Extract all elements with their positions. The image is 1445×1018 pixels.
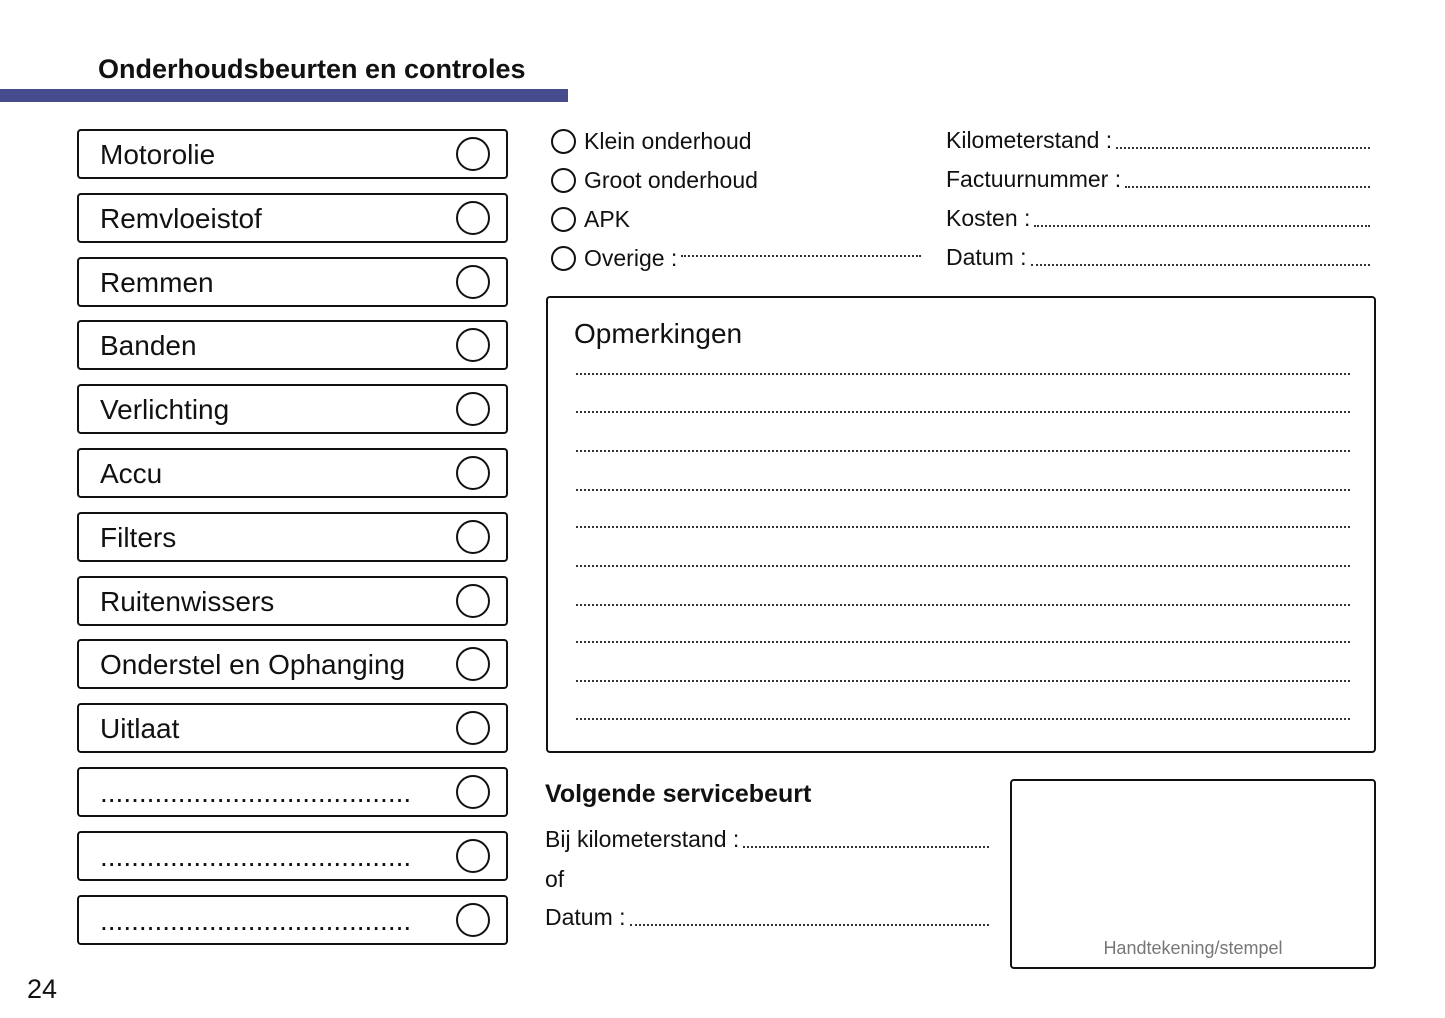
service-field[interactable]: Factuurnummer : [946, 166, 1370, 193]
checklist-label: Remmen [100, 266, 214, 298]
or-label: of [545, 866, 565, 892]
checkbox-circle-icon[interactable] [456, 456, 490, 490]
signature-stamp-box[interactable]: Handtekening/stempel [1010, 779, 1376, 969]
checklist-label: Verlichting [100, 394, 230, 426]
remarks-line[interactable] [576, 680, 1350, 682]
remarks-line[interactable] [576, 641, 1350, 643]
field-label: Kilometerstand : [946, 127, 1113, 153]
field-label: Factuurnummer : [946, 166, 1122, 192]
remarks-line[interactable] [576, 565, 1350, 567]
checkbox-circle-icon[interactable] [456, 200, 490, 235]
page-number: 24 [27, 974, 58, 1004]
radio-circle-icon[interactable] [551, 207, 576, 232]
checklist-label: Uitlaat [100, 713, 180, 745]
service-field[interactable]: Kosten : [946, 205, 1370, 232]
checklist-item[interactable]: Onderstel en Ophanging [77, 639, 508, 690]
checklist-label: Remvloeistof [100, 202, 262, 234]
checklist-item[interactable]: ........................................ [77, 767, 508, 817]
checklist-item[interactable]: ........................................ [77, 830, 508, 881]
checklist-item[interactable]: Verlichting [77, 384, 508, 435]
remarks-line[interactable] [576, 411, 1350, 413]
remarks-line[interactable] [576, 373, 1350, 375]
service-type-option[interactable]: Groot onderhoud [551, 167, 758, 194]
checklist-item[interactable]: Motorolie [77, 129, 508, 179]
checkbox-circle-icon[interactable] [456, 328, 490, 363]
stamp-label: Handtekening/stempel [1103, 938, 1283, 958]
checklist-label: ........................................ [100, 777, 412, 808]
checklist-label: ........................................ [100, 840, 412, 872]
option-label: Groot onderhoud [584, 167, 758, 193]
option-label: APK [584, 206, 631, 232]
checklist-item[interactable]: Ruitenwissers [77, 575, 508, 626]
radio-circle-icon[interactable] [551, 129, 576, 154]
option-label: Overige : [584, 245, 678, 271]
next-km-label: Bij kilometerstand : [545, 826, 740, 852]
option-label: Klein onderhoud [584, 128, 752, 154]
radio-circle-icon[interactable] [551, 246, 576, 271]
dotted-line [1030, 264, 1370, 266]
remarks-line[interactable] [576, 526, 1350, 528]
dotted-line [681, 255, 921, 257]
checkbox-circle-icon[interactable] [456, 264, 490, 299]
checkbox-circle-icon[interactable] [456, 392, 490, 427]
dotted-line [629, 924, 989, 926]
remarks-line[interactable] [576, 450, 1350, 452]
checkbox-circle-icon[interactable] [456, 519, 490, 554]
page-title: Onderhoudsbeurten en controles [98, 54, 526, 84]
service-field[interactable]: Datum : [946, 244, 1370, 271]
checkbox-circle-icon[interactable] [456, 711, 490, 746]
checkbox-circle-icon[interactable] [456, 583, 490, 618]
service-type-option[interactable]: APK [551, 206, 630, 233]
dotted-line [743, 846, 989, 848]
radio-circle-icon[interactable] [551, 168, 576, 193]
checklist-item[interactable]: Uitlaat [77, 703, 508, 754]
dotted-line [1034, 225, 1370, 227]
checkbox-circle-icon[interactable] [456, 647, 490, 682]
checklist-label: Banden [100, 330, 197, 362]
checklist-label: Accu [100, 458, 163, 489]
remarks-line[interactable] [576, 604, 1350, 606]
checkbox-circle-icon[interactable] [456, 902, 490, 937]
checkbox-circle-icon[interactable] [456, 775, 490, 809]
checklist-item[interactable]: ........................................ [77, 894, 508, 945]
checklist-item[interactable]: Banden [77, 320, 508, 371]
service-type-option[interactable]: Klein onderhoud [551, 128, 752, 155]
next-date-field[interactable]: Datum : [545, 904, 989, 931]
service-field[interactable]: Kilometerstand : [946, 127, 1370, 154]
checklist-label: ........................................ [100, 904, 412, 936]
checklist-label: Ruitenwissers [100, 585, 275, 617]
checkbox-circle-icon[interactable] [456, 838, 490, 873]
title-accent-bar [0, 89, 568, 102]
remarks-line[interactable] [576, 718, 1350, 720]
next-service-title: Volgende servicebeurt [545, 780, 812, 808]
remarks-box: Opmerkingen [546, 296, 1376, 753]
checklist-item[interactable]: Filters [77, 511, 508, 562]
remarks-line[interactable] [576, 489, 1350, 491]
or-text: of [545, 866, 989, 893]
checkbox-circle-icon[interactable] [456, 137, 490, 171]
checklist-item[interactable]: Remvloeistof [77, 192, 508, 243]
dotted-line [1116, 147, 1370, 149]
checklist-label: Motorolie [100, 139, 216, 170]
next-date-label: Datum : [545, 904, 626, 930]
checklist-item[interactable]: Remmen [77, 256, 508, 307]
service-type-option[interactable]: Overige : [551, 245, 921, 272]
remarks-title: Opmerkingen [574, 318, 743, 349]
dotted-line [1125, 186, 1370, 188]
next-km-field[interactable]: Bij kilometerstand : [545, 826, 989, 853]
checklist-label: Filters [100, 521, 177, 553]
checklist-label: Onderstel en Ophanging [100, 649, 406, 681]
field-label: Datum : [946, 244, 1027, 270]
field-label: Kosten : [946, 205, 1031, 231]
checklist-item[interactable]: Accu [77, 448, 508, 498]
